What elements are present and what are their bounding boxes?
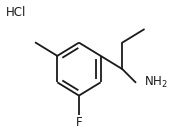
Text: NH$_2$: NH$_2$ <box>144 75 168 90</box>
Text: F: F <box>76 116 82 129</box>
Text: HCl: HCl <box>6 6 27 19</box>
